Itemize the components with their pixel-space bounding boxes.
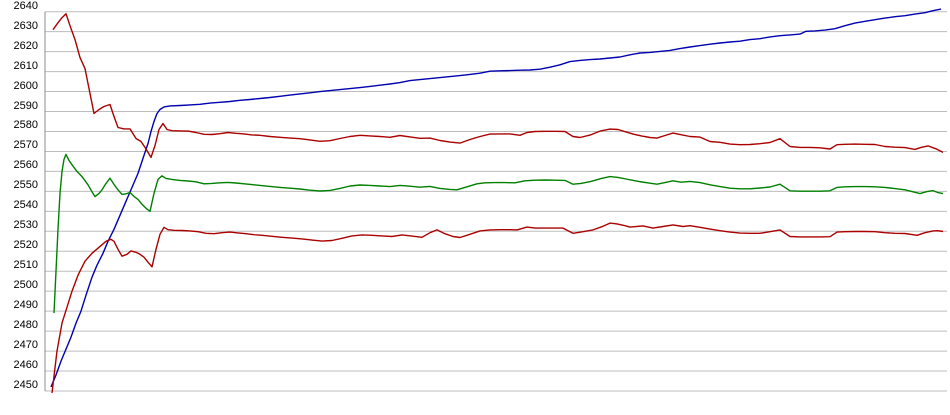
y-axis-tick-label-2630: 2630 (13, 19, 38, 32)
y-axis-tick-label-2530: 2530 (13, 219, 38, 232)
y-axis-tick-label-2560: 2560 (13, 159, 38, 172)
y-axis-tick-label-2490: 2490 (13, 299, 38, 312)
y-axis-tick-label-2500: 2500 (13, 279, 38, 292)
y-axis-tick-label-2510: 2510 (13, 259, 38, 272)
series-rating-green (53, 153, 944, 314)
y-axis-tick-label-2520: 2520 (13, 239, 38, 252)
y-axis-tick-label-2540: 2540 (13, 199, 38, 212)
y-axis-tick-label-2580: 2580 (13, 119, 38, 132)
y-axis-tick-label-2450: 2450 (13, 379, 38, 391)
y-axis-tick-label-2620: 2620 (13, 39, 38, 52)
y-axis-tick-label-2480: 2480 (13, 319, 38, 332)
series-cumulative-rating-blue (50, 8, 942, 388)
y-axis-tick-label-2460: 2460 (13, 359, 38, 372)
y-axis-tick-label-2590: 2590 (13, 99, 38, 112)
series-lower-bound-red (51, 222, 944, 394)
y-axis-tick-label-2550: 2550 (13, 179, 38, 192)
y-axis-tick-label-2640: 2640 (13, 0, 38, 12)
series-upper-bound-red (52, 12, 944, 159)
y-axis-tick-label-2470: 2470 (13, 339, 38, 352)
y-axis-tick-label-2600: 2600 (13, 79, 38, 92)
y-axis-tick-label-2610: 2610 (13, 59, 38, 72)
y-axis-tick-label-2570: 2570 (13, 139, 38, 152)
